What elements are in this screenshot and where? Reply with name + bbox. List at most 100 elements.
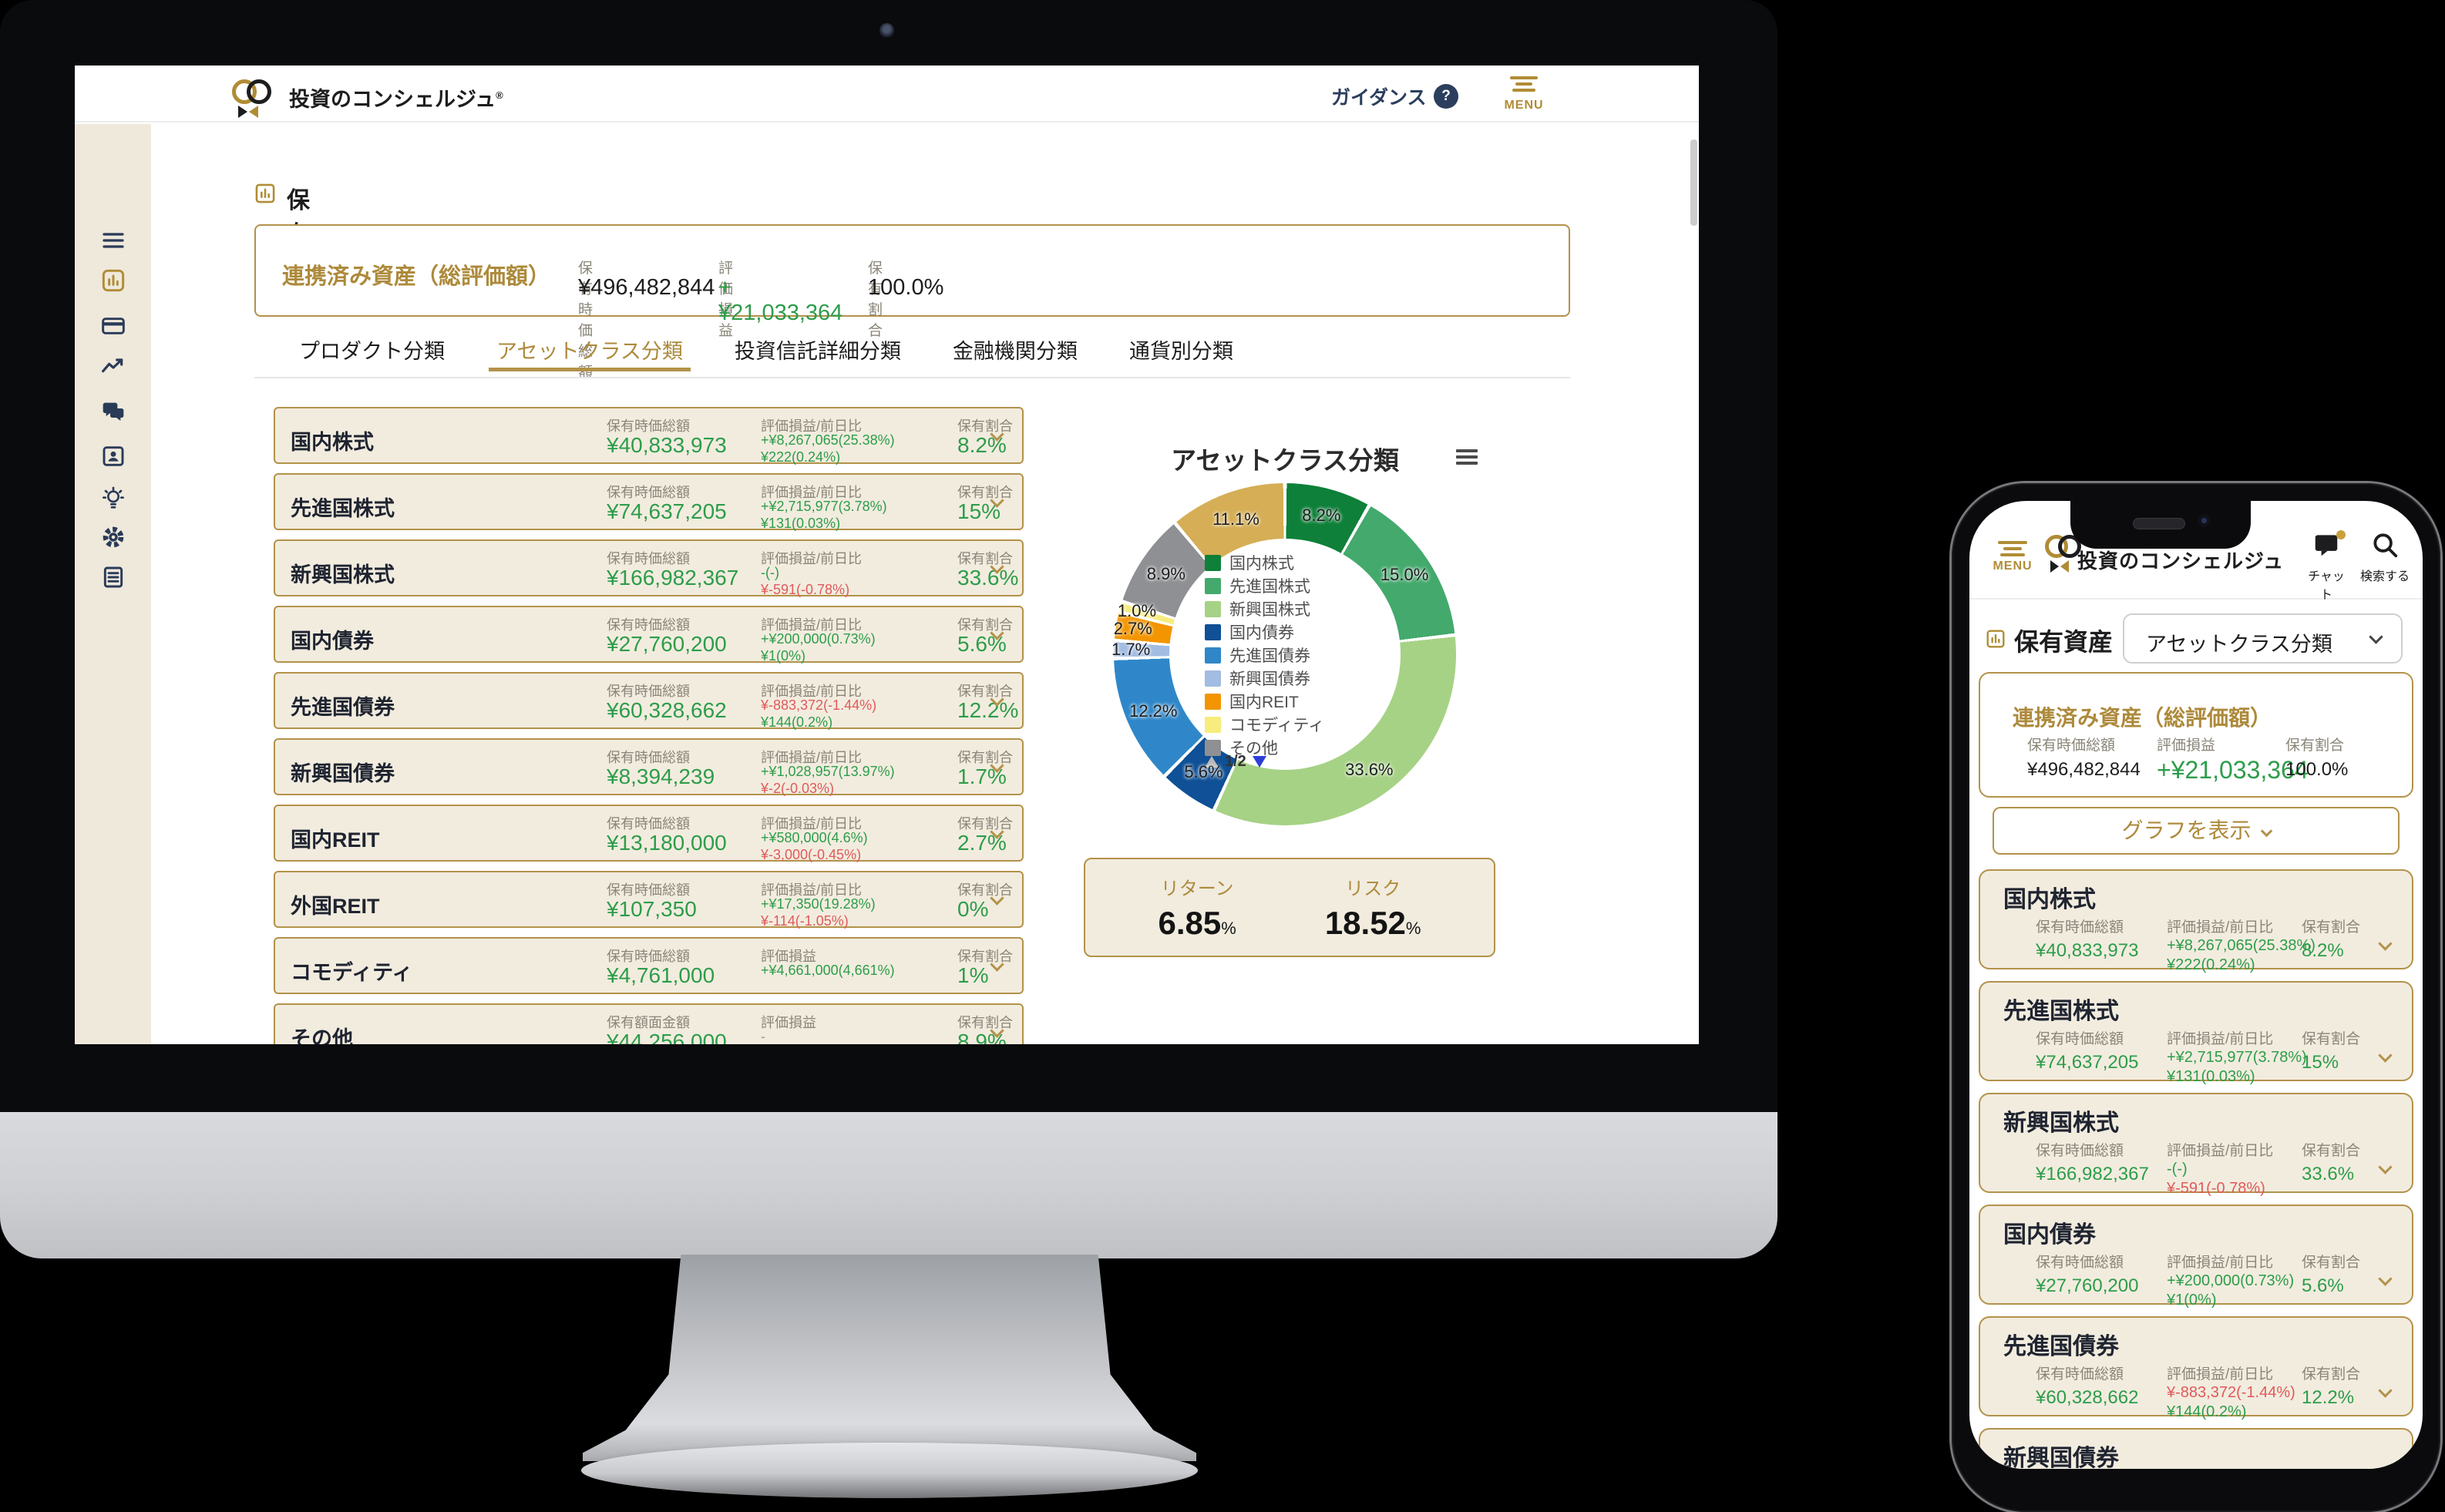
- category-tab[interactable]: 通貨別分類: [1128, 340, 1233, 363]
- amount-label: 保有時価総額: [607, 750, 690, 765]
- gear-icon[interactable]: [101, 525, 126, 549]
- bar-chart-icon[interactable]: [101, 268, 126, 293]
- amount-value: ¥44,256,000: [607, 1030, 727, 1044]
- credit-card-icon[interactable]: [101, 314, 126, 338]
- asset-list: 国内株式 保有時価総額 ¥40,833,973 評価損益/前日比 +¥8,267…: [274, 407, 1024, 1044]
- chevron-down-icon[interactable]: [2378, 936, 2393, 951]
- legend-swatch: [1205, 693, 1221, 710]
- phone-search-button[interactable]: 検索する: [2358, 530, 2412, 584]
- search-icon: [2373, 533, 2398, 558]
- asset-row[interactable]: コモディティ 保有時価総額 ¥4,761,000 評価損益 +¥4,661,00…: [274, 937, 1024, 994]
- chevron-down-icon[interactable]: [2378, 1272, 2393, 1286]
- menu-icon[interactable]: [101, 228, 126, 253]
- pl-label: 評価損益: [761, 1015, 816, 1030]
- id-card-icon[interactable]: [101, 444, 126, 469]
- asset-name: 国内REIT: [291, 828, 380, 852]
- scrollbar-thumb[interactable]: [1690, 139, 1697, 226]
- amount-value: ¥107,350: [607, 897, 697, 921]
- category-tab[interactable]: 投資信託詳細分類: [734, 340, 901, 363]
- chevron-down-icon[interactable]: [2378, 1383, 2393, 1398]
- ratio-label: 保有割合: [957, 816, 1013, 832]
- amount-label: 保有時価総額: [2036, 1366, 2124, 1383]
- phone-screen: MENU 投資のコンシェルジュ チャット 検索する 保有資産 アセットクラス分類: [1969, 501, 2423, 1469]
- chevron-down-icon[interactable]: [2378, 1160, 2393, 1174]
- menu-button[interactable]: MENU: [1497, 73, 1551, 113]
- asset-card[interactable]: 新興国債券 保有時価総額 ¥8,394,239 評価損益/前日比 +¥1,028…: [1979, 1428, 2413, 1469]
- asset-row[interactable]: 外国REIT 保有時価総額 ¥107,350 評価損益/前日比 +¥17,350…: [274, 871, 1024, 929]
- asset-row[interactable]: 新興国債券 保有時価総額 ¥8,394,239 評価損益/前日比 +¥1,028…: [274, 738, 1024, 796]
- legend-label: コモディティ: [1229, 717, 1325, 734]
- asset-name: 外国REIT: [291, 895, 380, 918]
- amount-label: 保有時価総額: [607, 816, 690, 832]
- asset-row[interactable]: 国内REIT 保有時価総額 ¥13,180,000 評価損益/前日比 +¥580…: [274, 805, 1024, 862]
- asset-row[interactable]: 新興国株式 保有時価総額 ¥166,982,367 評価損益/前日比 -(-) ¥…: [274, 539, 1024, 597]
- ratio-label: 保有割合: [957, 750, 1013, 765]
- asset-row[interactable]: 先進国債券 保有時価総額 ¥60,328,662 評価損益/前日比 ¥-883,…: [274, 672, 1024, 730]
- amount-value: ¥60,328,662: [2036, 1387, 2139, 1408]
- help-icon[interactable]: ?: [1434, 84, 1458, 109]
- amount-label: 保有時価総額: [607, 551, 690, 566]
- pl-label: 評価損益/前日比: [2167, 1255, 2274, 1271]
- pl-value-1: -(-): [2167, 1161, 2188, 1178]
- show-graph-button[interactable]: グラフを表示: [1993, 807, 2400, 855]
- asset-row[interactable]: 国内株式 保有時価総額 ¥40,833,973 評価損益/前日比 +¥8,267…: [274, 407, 1024, 465]
- ratio-value: 5.6%: [957, 632, 1007, 656]
- phone-chat-button[interactable]: チャット: [2302, 530, 2350, 603]
- ratio-label: 保有割合: [2302, 919, 2361, 936]
- holding-ratio: 保有割合 100.0%: [2285, 738, 2349, 780]
- legend-item: 先進国株式: [1205, 574, 1324, 597]
- phone-menu-button[interactable]: MENU: [1989, 538, 2036, 573]
- pl-label: 評価損益/前日比: [761, 816, 863, 832]
- category-select[interactable]: アセットクラス分類: [2123, 613, 2403, 664]
- amount-label: 保有時価総額: [607, 617, 690, 633]
- category-tabs-bar: プロダクト分類 アセットクラス分類 投資信託詳細分類 金融機関分類 通貨別分類: [254, 328, 1570, 378]
- pl-values: +¥2,715,977(3.78%) ¥131(0.03%): [761, 499, 887, 531]
- asset-row[interactable]: その他 保有額面金額 ¥44,256,000 評価損益 - 保有割合 8.9%: [274, 1003, 1024, 1044]
- category-tabs: プロダクト分類 アセットクラス分類 投資信託詳細分類 金融機関分類 通貨別分類: [291, 328, 1241, 378]
- asset-card[interactable]: 先進国株式 保有時価総額 ¥74,637,205 評価損益/前日比 +¥2,71…: [1979, 981, 2413, 1085]
- ratio-value: 8.9%: [957, 1030, 1007, 1044]
- category-tab[interactable]: プロダクト分類: [299, 340, 445, 363]
- legend-next-icon[interactable]: [1252, 756, 1266, 768]
- legend-item: コモディティ: [1205, 713, 1324, 736]
- category-tab[interactable]: 金融機関分類: [952, 340, 1078, 363]
- amount-label: 保有時価総額: [2036, 1255, 2124, 1271]
- pl-values: +¥4,661,000(4,661%): [761, 963, 895, 978]
- amount-label: 保有時価総額: [2036, 919, 2124, 936]
- legend-label: 新興国株式: [1229, 601, 1310, 619]
- chart-menu-icon[interactable]: [1456, 446, 1478, 468]
- linked-assets-title: 連携済み資産（総評価額）: [282, 264, 551, 289]
- line-chart-icon[interactable]: [101, 354, 126, 378]
- category-tab[interactable]: アセットクラス分類: [489, 334, 691, 371]
- slice-label: 1.0%: [1117, 601, 1157, 621]
- amount-value: ¥166,982,367: [2036, 1164, 2149, 1184]
- legend-item: 先進国債券: [1205, 643, 1324, 667]
- chart-title: アセットクラス分類: [1171, 446, 1399, 475]
- asset-row[interactable]: 先進国株式 保有時価総額 ¥74,637,205 評価損益/前日比 +¥2,71…: [274, 473, 1024, 531]
- chat-icon[interactable]: [101, 399, 126, 424]
- brand-logo-icon[interactable]: [232, 78, 278, 118]
- asset-name: その他: [291, 1027, 353, 1044]
- asset-row[interactable]: 国内債券 保有時価総額 ¥27,760,200 評価損益/前日比 +¥200,0…: [274, 606, 1024, 664]
- asset-card[interactable]: 国内株式 保有時価総額 ¥40,833,973 評価損益/前日比 +¥8,267…: [1979, 869, 2413, 973]
- ratio-label: 保有割合: [957, 684, 1013, 699]
- webcam-dot: [879, 23, 894, 38]
- asset-card[interactable]: 先進国債券 保有時価総額 ¥60,328,662 評価損益/前日比 ¥-883,…: [1979, 1316, 2413, 1420]
- phone-page-title: 保有資産: [2014, 628, 2114, 656]
- legend-prev-icon[interactable]: [1205, 756, 1219, 768]
- lightbulb-icon[interactable]: [101, 486, 126, 511]
- pl-label: 評価損益/前日比: [761, 750, 863, 765]
- document-icon[interactable]: [101, 565, 126, 590]
- amount-label: 保有時価総額: [2036, 1143, 2124, 1159]
- phone-brand-logo-icon[interactable]: [2045, 535, 2088, 575]
- asset-card[interactable]: 新興国株式 保有時価総額 ¥166,982,367 評価損益/前日比 -(-) …: [1979, 1093, 2413, 1197]
- guidance-link[interactable]: ガイダンス: [1331, 87, 1427, 109]
- chevron-down-icon[interactable]: [2378, 1048, 2393, 1063]
- pl-label: 評価損益/前日比: [761, 684, 863, 699]
- ratio-value: 15%: [957, 499, 1001, 523]
- legend-swatch: [1205, 577, 1221, 594]
- slice-label: 1.7%: [1112, 640, 1151, 660]
- ratio-label: 保有割合: [2302, 1143, 2361, 1159]
- asset-card[interactable]: 国内債券 保有時価総額 ¥27,760,200 評価損益/前日比 +¥200,0…: [1979, 1205, 2413, 1309]
- asset-name: 先進国株式: [2003, 999, 2119, 1024]
